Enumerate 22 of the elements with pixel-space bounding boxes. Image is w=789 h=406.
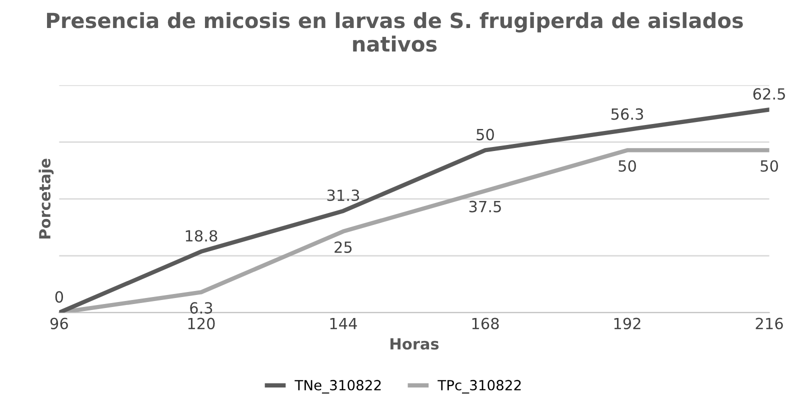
data-label: 62.5 [753,88,785,100]
y-axis-title: Porcetaje [38,158,54,238]
data-label: 50 [476,128,494,140]
data-label: 31.3 [327,189,359,202]
legend-label: TNe_310822 [294,380,381,394]
x-tick-label: 216 [756,318,783,330]
data-label: 25 [334,241,352,253]
data-label: 0 [55,291,64,303]
chart-title: Presencia de micosis en larvas de S. frugiperda de aislados nativos [47,12,743,52]
data-label: 18.8 [186,230,218,242]
data-label: 56.3 [611,108,644,120]
x-axis-title: Horas [390,338,439,350]
x-tick-label: 120 [188,318,215,330]
legend-label: TPc_310822 [438,380,521,394]
data-label: 50 [618,160,636,172]
x-tick-label: 192 [614,318,640,330]
data-label: 50 [760,160,778,172]
data-label: 37.5 [469,200,501,212]
x-tick-label: 96 [50,318,68,330]
data-label: 6.3 [190,302,212,314]
x-tick-label: 144 [330,318,357,330]
x-tick-label: 168 [472,318,499,330]
